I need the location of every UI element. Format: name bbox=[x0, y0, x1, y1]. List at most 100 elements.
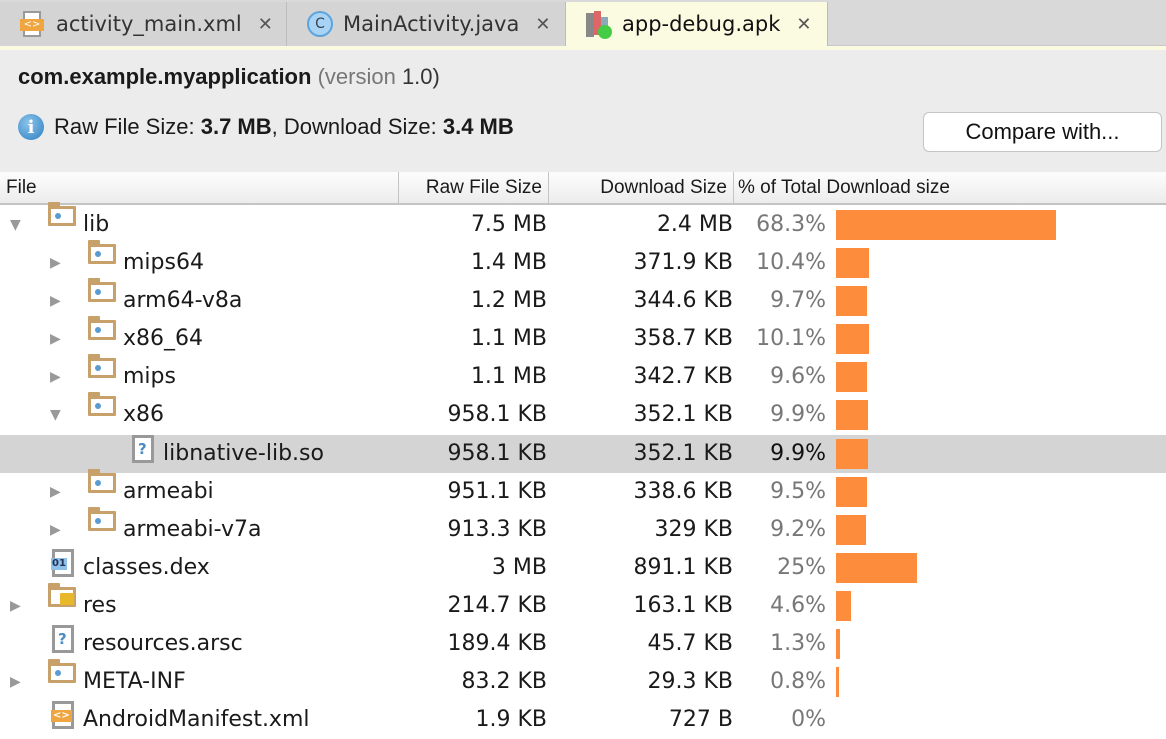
expand-arrow-right-icon[interactable]: ▶ bbox=[50, 483, 61, 500]
expand-arrow-down-icon[interactable]: ▼ bbox=[50, 407, 61, 424]
close-icon[interactable]: ✕ bbox=[257, 13, 273, 35]
tab-app-debug-apk[interactable]: app-debug.apk ✕ bbox=[566, 2, 828, 46]
file-name: armeabi-v7a bbox=[123, 516, 262, 542]
file-name: AndroidManifest.xml bbox=[83, 707, 310, 733]
percent-of-total: 68.3% bbox=[756, 212, 826, 237]
column-raw-size[interactable]: Raw File Size bbox=[399, 172, 549, 203]
percent-of-total: 9.9% bbox=[770, 440, 826, 466]
percent-of-total: 4.6% bbox=[770, 592, 826, 618]
expand-arrow-right-icon[interactable]: ▶ bbox=[50, 369, 61, 386]
file-name: resources.arsc bbox=[83, 631, 243, 657]
raw-size: 1.4 MB bbox=[470, 250, 547, 276]
raw-size: 3 MB bbox=[491, 554, 547, 580]
raw-size: 958.1 KB bbox=[447, 402, 548, 428]
raw-size-value: 3.7 MB bbox=[200, 114, 272, 139]
table-row[interactable]: ? resources.arsc 189.4 KB 45.7 KB 1.3% bbox=[0, 625, 1166, 663]
download-size: 352.1 KB bbox=[633, 402, 734, 428]
expand-arrow-right-icon[interactable]: ▶ bbox=[10, 674, 21, 691]
table-row[interactable]: ▼ x86 958.1 KB 352.1 KB 9.9% bbox=[0, 392, 1166, 434]
apk-icon bbox=[586, 11, 612, 39]
table-row[interactable]: ▶ arm64-v8a 1.2 MB 344.6 KB 9.7% bbox=[0, 278, 1166, 320]
percent-bar bbox=[836, 248, 870, 279]
tab-activity-main-xml[interactable]: <> activity_main.xml ✕ bbox=[0, 2, 287, 46]
raw-size: 1.1 MB bbox=[470, 364, 547, 390]
table-row[interactable]: ▶ META-INF 83.2 KB 29.3 KB 0.8% bbox=[0, 659, 1166, 701]
raw-size: 1.1 MB bbox=[470, 326, 547, 352]
table-header: File Raw File Size Download Size % of To… bbox=[0, 172, 1166, 205]
tab-label: MainActivity.java bbox=[343, 12, 520, 36]
file-name: lib bbox=[83, 212, 110, 237]
percent-of-total: 9.9% bbox=[770, 402, 826, 428]
table-row[interactable]: ▶ res 214.7 KB 163.1 KB 4.6% bbox=[0, 582, 1166, 625]
download-size: 342.7 KB bbox=[633, 364, 734, 390]
raw-size: 951.1 KB bbox=[447, 478, 548, 504]
percent-bar bbox=[836, 590, 851, 621]
download-size: 338.6 KB bbox=[633, 478, 734, 504]
raw-size: 83.2 KB bbox=[461, 669, 548, 695]
xml-file-icon: <> bbox=[20, 11, 46, 37]
percent-bar bbox=[836, 210, 1056, 240]
expand-arrow-right-icon[interactable]: ▶ bbox=[50, 293, 61, 310]
file-name: META-INF bbox=[83, 669, 186, 695]
folder-icon bbox=[88, 354, 116, 379]
raw-size: 1.2 MB bbox=[470, 288, 547, 314]
percent-of-total: 0% bbox=[791, 707, 826, 733]
table-row[interactable]: ▶ mips64 1.4 MB 371.9 KB 10.4% bbox=[0, 240, 1166, 282]
table-row[interactable]: ? libnative-lib.so 958.1 KB 352.1 KB 9.9% bbox=[0, 434, 1166, 473]
expand-arrow-down-icon[interactable]: ▼ bbox=[10, 217, 21, 233]
download-size: 371.9 KB bbox=[633, 250, 734, 276]
file-name: x86 bbox=[123, 402, 165, 428]
raw-size: 958.1 KB bbox=[447, 440, 548, 466]
table-row[interactable]: ▶ mips 1.1 MB 342.7 KB 9.6% bbox=[0, 354, 1166, 396]
raw-size-label: Raw File Size: bbox=[54, 114, 201, 139]
percent-bar bbox=[836, 286, 868, 317]
apk-summary: com.example.myapplication (version 1.0) … bbox=[0, 50, 1166, 172]
column-file[interactable]: File bbox=[0, 172, 399, 203]
unknown-file-icon: ? bbox=[52, 625, 74, 654]
tab-label: app-debug.apk bbox=[622, 12, 781, 36]
folder-icon bbox=[88, 468, 116, 493]
percent-of-total: 9.6% bbox=[770, 364, 826, 390]
table-row[interactable]: ▶ armeabi 951.1 KB 338.6 KB 9.5% bbox=[0, 468, 1166, 511]
download-size: 344.6 KB bbox=[633, 288, 734, 314]
percent-of-total: 9.5% bbox=[770, 478, 826, 504]
folder-icon bbox=[88, 316, 116, 341]
download-size: 45.7 KB bbox=[647, 631, 734, 657]
info-icon: i bbox=[18, 114, 44, 140]
package-name: com.example.myapplication bbox=[18, 64, 312, 89]
tab-mainactivity-java[interactable]: C MainActivity.java ✕ bbox=[287, 2, 566, 46]
close-icon[interactable]: ✕ bbox=[535, 13, 551, 35]
expand-arrow-right-icon[interactable]: ▶ bbox=[50, 331, 61, 348]
table-row[interactable]: ▶ armeabi-v7a 913.3 KB 329 KB 9.2% bbox=[0, 506, 1166, 549]
percent-bar bbox=[836, 324, 869, 355]
folder-icon bbox=[48, 659, 76, 684]
raw-size: 7.5 MB bbox=[470, 212, 547, 237]
table-row[interactable]: 01 classes.dex 3 MB 891.1 KB 25% bbox=[0, 548, 1166, 587]
file-name: mips bbox=[123, 364, 176, 390]
expand-arrow-right-icon[interactable]: ▶ bbox=[10, 597, 21, 614]
file-name: classes.dex bbox=[83, 554, 210, 580]
unknown-file-icon: ? bbox=[132, 434, 154, 463]
folder-icon bbox=[88, 392, 116, 417]
tab-accent bbox=[0, 46, 1166, 50]
size-info: i Raw File Size: 3.7 MB, Download Size: … bbox=[18, 114, 514, 140]
table-row[interactable]: ▶ x86_64 1.1 MB 358.7 KB 10.1% bbox=[0, 316, 1166, 358]
column-percent[interactable]: % of Total Download size bbox=[738, 177, 950, 198]
table-row[interactable]: ▼ lib 7.5 MB 2.4 MB 68.3% bbox=[0, 202, 1166, 244]
column-download-size[interactable]: Download Size bbox=[549, 172, 734, 203]
resource-folder-icon bbox=[48, 582, 76, 607]
expand-arrow-right-icon[interactable]: ▶ bbox=[50, 521, 61, 538]
download-size-label: , Download Size: bbox=[271, 114, 443, 139]
expand-arrow-right-icon[interactable]: ▶ bbox=[50, 255, 61, 272]
download-size: 358.7 KB bbox=[633, 326, 734, 352]
table-row[interactable]: <> AndroidManifest.xml 1.9 KB 727 B 0% bbox=[0, 701, 1166, 739]
package-title: com.example.myapplication (version 1.0) bbox=[18, 64, 440, 90]
close-icon[interactable]: ✕ bbox=[796, 13, 812, 35]
download-size: 891.1 KB bbox=[633, 554, 734, 580]
file-name: x86_64 bbox=[123, 326, 204, 352]
file-name: armeabi bbox=[123, 478, 214, 504]
percent-bar bbox=[836, 438, 868, 469]
tab-label: activity_main.xml bbox=[56, 12, 242, 36]
compare-with-button[interactable]: Compare with... bbox=[923, 112, 1162, 152]
percent-of-total: 25% bbox=[777, 554, 826, 580]
